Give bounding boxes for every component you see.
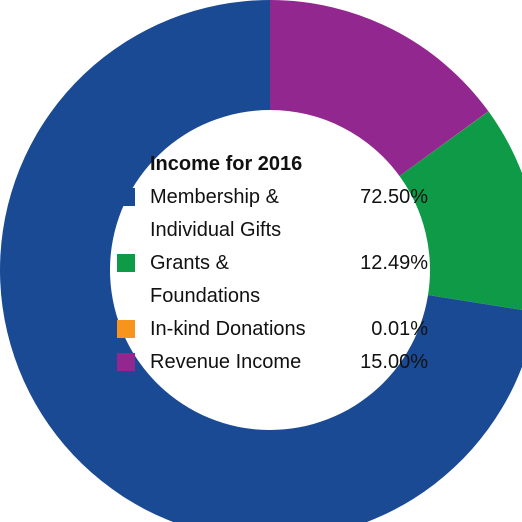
- value-label: 12.49%: [360, 252, 428, 274]
- value-label: 15.00%: [360, 351, 428, 373]
- donut-segment: [399, 111, 489, 177]
- legend-label: Revenue Income: [150, 351, 302, 373]
- legend-label: In-kind Donations: [150, 318, 306, 340]
- legend-item: In-kind Donations 0.01%: [117, 313, 437, 346]
- legend: Income for 2016 Membership & Individual …: [117, 148, 437, 379]
- value-label: 0.01%: [371, 318, 428, 340]
- legend-swatch: [117, 353, 135, 371]
- donut-segment: [270, 0, 489, 176]
- legend-label: Grants & Foundations: [150, 252, 261, 307]
- legend-swatch: [117, 320, 135, 338]
- legend-item: Grants & Foundations 12.49%: [117, 247, 437, 313]
- donut-segment: [399, 111, 522, 310]
- legend-item: Membership & Individual Gifts 72.50%: [117, 181, 437, 247]
- legend-item: Revenue Income 15.00%: [117, 346, 437, 379]
- chart-title: Income for 2016: [150, 153, 303, 175]
- legend-swatch: [117, 254, 135, 272]
- legend-label: Membership & Individual Gifts: [150, 186, 282, 241]
- value-label: 72.50%: [360, 186, 428, 208]
- legend-swatch: [117, 188, 135, 206]
